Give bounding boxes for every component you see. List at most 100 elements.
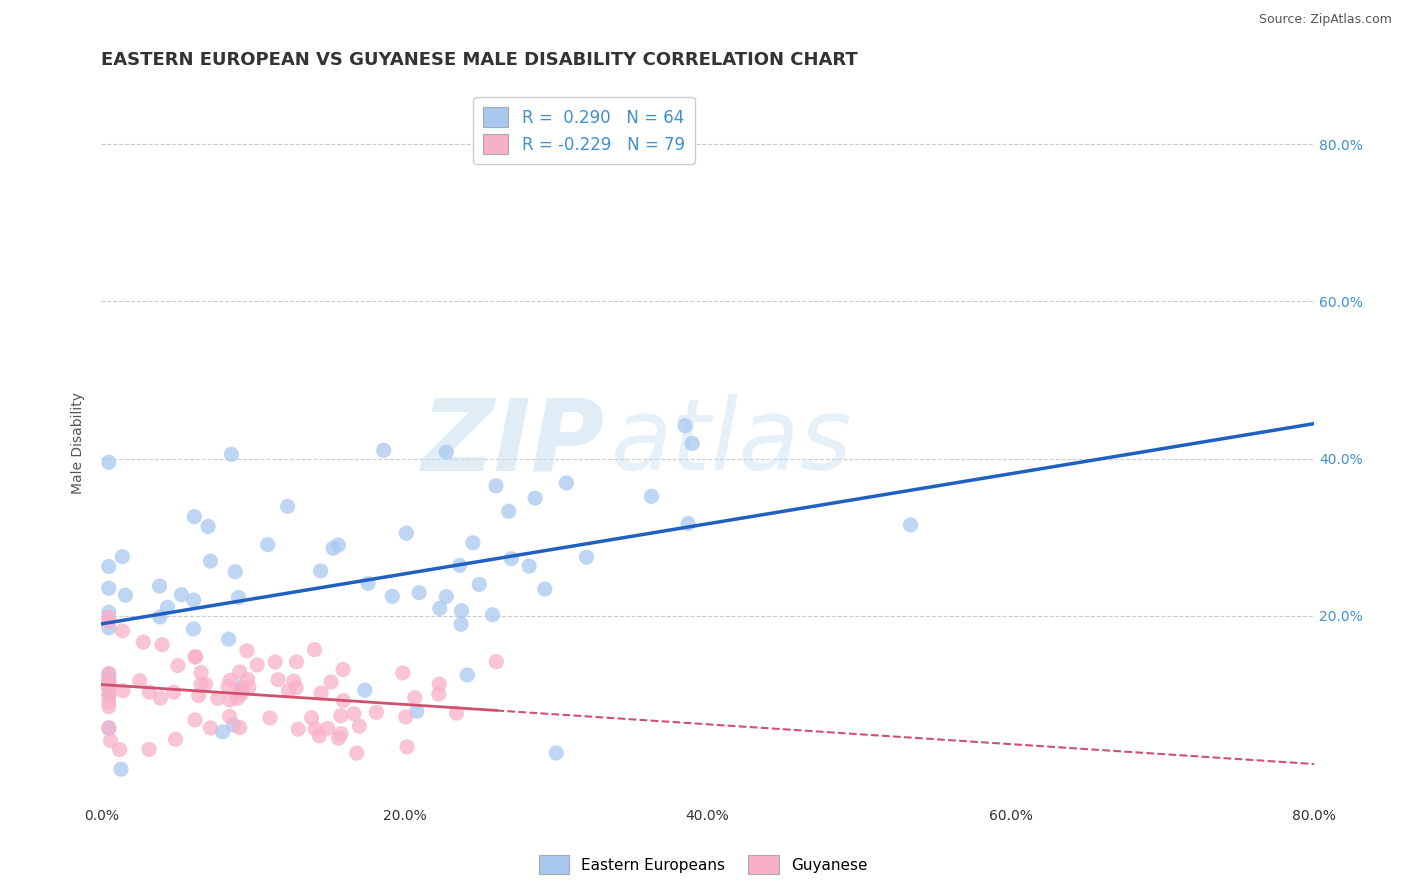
Point [450, 617, 472, 632]
Point [114, 588, 136, 602]
Point [108, 742, 131, 756]
Point [330, 727, 353, 741]
Point [97, 722, 120, 736]
Point [395, 526, 418, 541]
Point [217, 679, 239, 693]
Text: atlas: atlas [610, 394, 852, 491]
Point [319, 675, 342, 690]
Legend: Eastern Europeans, Guyanese: Eastern Europeans, Guyanese [533, 849, 873, 880]
Point [501, 551, 523, 566]
Point [285, 655, 308, 669]
Point [373, 443, 395, 458]
Point [328, 731, 350, 746]
Point [183, 622, 205, 636]
Point [434, 445, 457, 459]
Point [357, 576, 380, 591]
Point [138, 742, 160, 756]
Point [256, 538, 278, 552]
Point [309, 564, 332, 578]
Point [97, 699, 120, 714]
Legend: R =  0.290   N = 64, R = -0.229   N = 79: R = 0.290 N = 64, R = -0.229 N = 79 [474, 97, 695, 164]
Text: Source: ZipAtlas.com: Source: ZipAtlas.com [1258, 13, 1392, 27]
Point [408, 585, 430, 599]
Point [395, 710, 418, 724]
Point [111, 549, 134, 564]
Point [329, 708, 352, 723]
Point [211, 725, 233, 739]
Point [498, 504, 520, 518]
Point [236, 673, 259, 687]
Point [301, 711, 323, 725]
Point [97, 605, 120, 619]
Text: ZIP: ZIP [422, 394, 605, 491]
Point [328, 538, 350, 552]
Point [322, 541, 344, 556]
Point [149, 610, 172, 624]
Point [183, 509, 205, 524]
Point [900, 517, 922, 532]
Point [238, 680, 260, 694]
Point [97, 621, 120, 635]
Point [184, 649, 207, 664]
Point [395, 739, 418, 754]
Point [434, 590, 457, 604]
Point [194, 677, 217, 691]
Point [207, 691, 229, 706]
Point [97, 681, 120, 695]
Point [224, 565, 246, 579]
Point [167, 658, 190, 673]
Point [456, 668, 478, 682]
Point [97, 695, 120, 709]
Point [156, 600, 179, 615]
Point [304, 722, 326, 736]
Point [283, 674, 305, 689]
Point [468, 577, 491, 591]
Point [97, 674, 120, 689]
Point [184, 649, 207, 664]
Point [218, 632, 240, 647]
Point [332, 663, 354, 677]
Point [555, 475, 578, 490]
Point [277, 684, 299, 698]
Point [163, 685, 186, 699]
Point [446, 706, 468, 721]
Point [391, 665, 413, 680]
Point [231, 681, 253, 696]
Point [236, 644, 259, 658]
Point [308, 729, 330, 743]
Point [546, 746, 568, 760]
Point [221, 447, 243, 461]
Point [184, 713, 207, 727]
Point [187, 689, 209, 703]
Point [190, 665, 212, 680]
Point [197, 519, 219, 533]
Point [366, 706, 388, 720]
Point [309, 686, 332, 700]
Point [200, 721, 222, 735]
Point [97, 615, 120, 629]
Point [461, 535, 484, 549]
Point [676, 516, 699, 531]
Point [97, 721, 120, 735]
Point [97, 672, 120, 686]
Point [97, 455, 120, 469]
Point [264, 655, 287, 669]
Point [148, 579, 170, 593]
Point [640, 489, 662, 503]
Point [111, 624, 134, 638]
Point [97, 676, 120, 690]
Text: EASTERN EUROPEAN VS GUYANESE MALE DISABILITY CORRELATION CHART: EASTERN EUROPEAN VS GUYANESE MALE DISABI… [101, 51, 858, 69]
Point [524, 491, 547, 505]
Point [229, 721, 252, 735]
Point [97, 581, 120, 595]
Point [219, 673, 242, 688]
Point [112, 683, 135, 698]
Point [222, 718, 245, 732]
Point [485, 479, 508, 493]
Point [228, 665, 250, 679]
Point [190, 677, 212, 691]
Point [267, 673, 290, 687]
Point [97, 559, 120, 574]
Point [534, 582, 557, 596]
Point [332, 693, 354, 707]
